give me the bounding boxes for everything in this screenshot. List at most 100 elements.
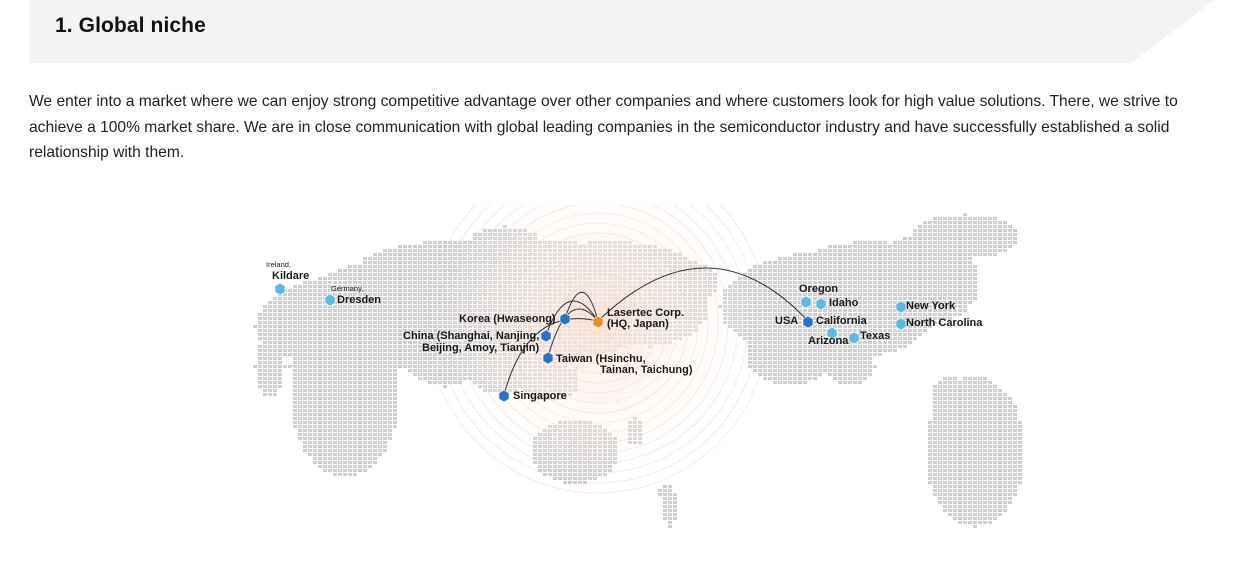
land-tile <box>828 281 832 284</box>
land-tile <box>813 277 817 280</box>
land-tile <box>783 325 787 328</box>
land-tile <box>323 361 327 364</box>
land-tile <box>333 285 337 288</box>
land-tile <box>418 373 422 376</box>
land-tile <box>873 261 877 264</box>
land-tile <box>778 381 782 384</box>
land-tile <box>793 305 797 308</box>
land-tile <box>963 305 967 308</box>
land-tile <box>323 433 327 436</box>
land-tile <box>318 301 322 304</box>
land-tile <box>418 265 422 268</box>
land-tile <box>938 249 942 252</box>
land-tile <box>378 377 382 380</box>
land-tile <box>413 321 417 324</box>
land-tile <box>808 265 812 268</box>
land-tile <box>318 373 322 376</box>
land-tile <box>833 313 837 316</box>
land-tile <box>848 357 852 360</box>
land-tile <box>383 397 387 400</box>
land-tile <box>948 393 952 396</box>
land-tile <box>303 349 307 352</box>
land-tile <box>318 441 322 444</box>
land-tile <box>868 253 872 256</box>
land-tile <box>443 249 447 252</box>
land-tile <box>1013 413 1017 416</box>
land-tile <box>933 257 937 260</box>
land-tile <box>798 349 802 352</box>
land-tile <box>398 341 402 344</box>
land-tile <box>298 317 302 320</box>
land-tile <box>433 377 437 380</box>
land-tile <box>388 253 392 256</box>
land-tile <box>798 285 802 288</box>
land-tile <box>963 429 967 432</box>
land-tile <box>938 301 942 304</box>
land-tile <box>428 285 432 288</box>
land-tile <box>888 281 892 284</box>
land-tile <box>293 353 297 356</box>
land-tile <box>298 329 302 332</box>
land-tile <box>948 385 952 388</box>
land-tile <box>428 305 432 308</box>
land-tile <box>338 445 342 448</box>
land-tile <box>968 237 972 240</box>
land-tile <box>958 405 962 408</box>
land-tile <box>978 413 982 416</box>
land-tile <box>333 425 337 428</box>
land-tile <box>413 353 417 356</box>
land-tile <box>998 245 1002 248</box>
land-tile <box>288 313 292 316</box>
land-tile <box>313 349 317 352</box>
land-tile <box>828 365 832 368</box>
land-tile <box>823 353 827 356</box>
land-tile <box>313 301 317 304</box>
land-tile <box>943 385 947 388</box>
land-tile <box>933 217 937 220</box>
land-tile <box>323 425 327 428</box>
land-tile <box>348 281 352 284</box>
land-tile <box>298 401 302 404</box>
land-tile <box>983 397 987 400</box>
land-tile <box>798 373 802 376</box>
land-tile <box>1013 241 1017 244</box>
land-tile <box>998 397 1002 400</box>
land-tile <box>848 377 852 380</box>
land-tile <box>438 369 442 372</box>
land-tile <box>968 437 972 440</box>
land-tile <box>373 429 377 432</box>
land-tile <box>753 281 757 284</box>
land-tile <box>338 293 342 296</box>
land-tile <box>763 333 767 336</box>
land-tile <box>788 353 792 356</box>
land-tile <box>968 377 972 380</box>
land-tile <box>808 277 812 280</box>
land-tile <box>868 321 872 324</box>
land-tile <box>263 393 267 396</box>
land-tile <box>858 337 862 340</box>
land-tile <box>283 309 287 312</box>
land-tile <box>303 285 307 288</box>
land-tile <box>918 253 922 256</box>
land-tile <box>268 317 272 320</box>
land-tile <box>268 373 272 376</box>
land-tile <box>973 221 977 224</box>
land-tile <box>963 237 967 240</box>
land-tile <box>318 305 322 308</box>
land-tile <box>328 421 332 424</box>
land-tile <box>398 293 402 296</box>
land-tile <box>873 285 877 288</box>
land-tile <box>433 245 437 248</box>
land-tile <box>378 325 382 328</box>
land-tile <box>373 405 377 408</box>
land-tile <box>368 265 372 268</box>
land-tile <box>358 413 362 416</box>
land-tile <box>998 405 1002 408</box>
land-tile <box>798 337 802 340</box>
land-tile <box>863 257 867 260</box>
land-tile <box>388 321 392 324</box>
land-tile <box>418 369 422 372</box>
land-tile <box>858 345 862 348</box>
land-tile <box>878 301 882 304</box>
land-tile <box>843 341 847 344</box>
